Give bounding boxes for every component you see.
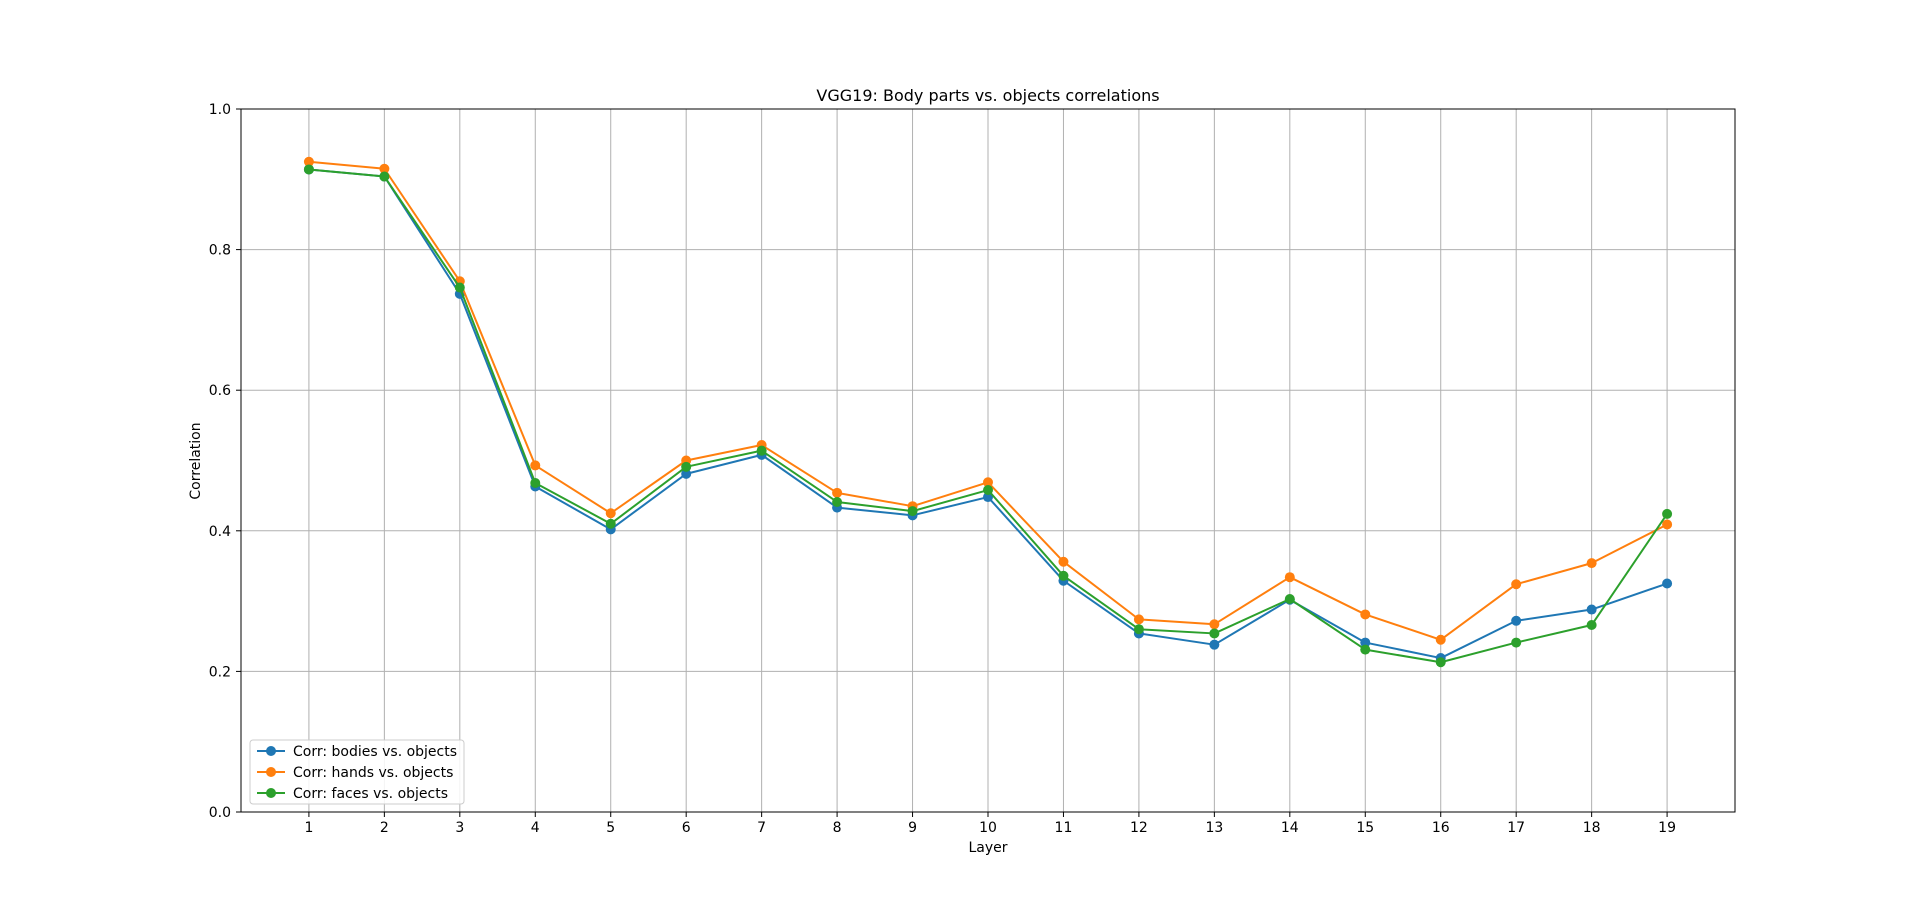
data-point (1209, 619, 1220, 630)
data-point (1586, 558, 1597, 569)
legend-label: Corr: hands vs. objects (293, 765, 453, 781)
x-tick-label: 13 (1205, 820, 1223, 836)
data-point (983, 485, 993, 496)
y-tick-label: 0.2 (209, 664, 231, 680)
x-tick-label: 11 (1055, 820, 1073, 836)
data-point (454, 282, 465, 293)
data-point (1360, 644, 1371, 655)
data-point (983, 492, 993, 503)
legend-marker (266, 746, 276, 756)
data-point (1662, 519, 1673, 530)
x-tick-label: 9 (908, 820, 917, 836)
series-lines (303, 156, 1673, 668)
data-point (1209, 628, 1220, 639)
legend-entry: Corr: bodies vs. objects (257, 744, 457, 760)
y-tick-label: 0.6 (209, 383, 231, 399)
data-point (1133, 614, 1144, 625)
data-point (1586, 620, 1597, 631)
x-tick-label: 7 (757, 820, 766, 836)
x-tick-label: 16 (1432, 820, 1450, 836)
x-axis: 1 2 3 4 5 6 7 8 9 10 11 12 13 14 15 16 17 18 19 (304, 812, 1676, 836)
x-tick-label: 15 (1356, 820, 1374, 836)
data-point (983, 477, 993, 488)
data-point (1360, 609, 1371, 620)
x-tick-label: 3 (455, 820, 464, 836)
x-tick-label: 5 (606, 820, 615, 836)
data-point (1209, 639, 1220, 650)
legend: Corr: bodies vs. objects Corr: hands vs. … (249, 739, 465, 805)
data-point (379, 163, 390, 174)
legend-label: Corr: bodies vs. objects (293, 744, 457, 760)
data-point (832, 496, 843, 507)
legend-marker (266, 767, 276, 777)
y-axis: 0.0 0.2 0.4 0.6 0.8 1.0 (209, 102, 241, 821)
data-point (1586, 604, 1597, 615)
data-point (907, 506, 918, 517)
data-point (681, 468, 692, 479)
y-tick-label: 1.0 (209, 102, 231, 118)
data-point (303, 156, 314, 167)
y-tick-label: 0.0 (209, 805, 231, 821)
data-point (1058, 570, 1069, 581)
legend-frame (249, 739, 465, 805)
data-point (530, 477, 541, 488)
data-point (681, 461, 692, 472)
data-point (1662, 508, 1673, 519)
data-point (605, 518, 616, 529)
y-tick-label: 0.8 (209, 243, 231, 259)
x-tick-label: 2 (380, 820, 389, 836)
data-point (1435, 634, 1446, 645)
x-tick-label: 4 (531, 820, 540, 836)
data-point (530, 460, 541, 471)
x-tick-label: 1 (304, 820, 313, 836)
y-tick-label: 0.4 (209, 524, 231, 540)
chart-title: VGG19: Body parts vs. objects correlatio… (816, 86, 1159, 105)
x-axis-label: Layer (968, 840, 1007, 856)
legend-label: Corr: faces vs. objects (293, 786, 448, 802)
series-3 (303, 164, 1673, 668)
legend-marker (266, 788, 276, 798)
data-point (1360, 637, 1371, 648)
legend-entry: Corr: hands vs. objects (257, 765, 453, 781)
x-tick-label: 6 (682, 820, 691, 836)
data-point (1133, 624, 1144, 635)
legend-entry: Corr: faces vs. objects (257, 786, 448, 802)
x-tick-label: 10 (979, 820, 997, 836)
data-point (1511, 637, 1522, 648)
y-axis-label: Correlation (188, 422, 204, 499)
data-point (1511, 615, 1522, 626)
data-point (1435, 657, 1446, 668)
data-point (832, 487, 843, 498)
data-point (303, 164, 314, 175)
data-point (756, 445, 767, 456)
data-point (1662, 578, 1673, 589)
data-point (605, 508, 616, 519)
x-tick-label: 17 (1507, 820, 1525, 836)
x-tick-label: 8 (833, 820, 842, 836)
data-point (1058, 556, 1069, 567)
x-tick-label: 14 (1281, 820, 1299, 836)
data-point (1284, 572, 1295, 583)
data-point (1511, 579, 1522, 590)
x-tick-label: 19 (1658, 820, 1676, 836)
x-tick-label: 12 (1130, 820, 1148, 836)
data-point (1284, 593, 1295, 604)
x-tick-label: 18 (1583, 820, 1601, 836)
data-point (379, 171, 390, 182)
